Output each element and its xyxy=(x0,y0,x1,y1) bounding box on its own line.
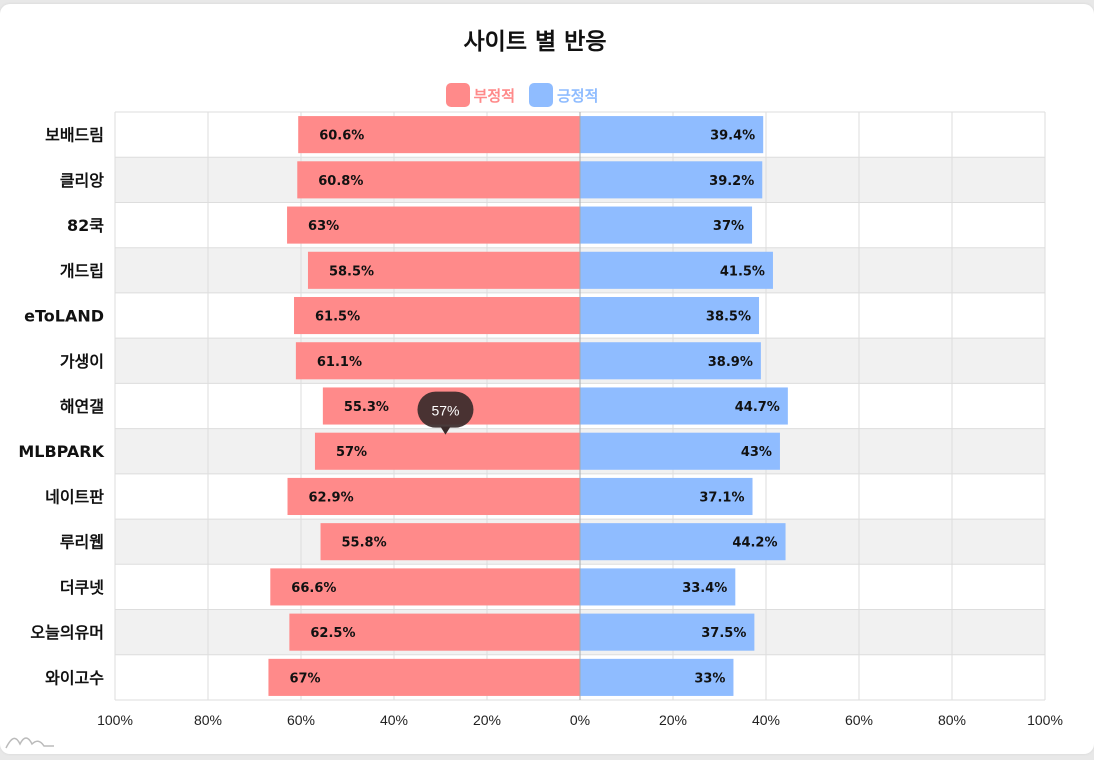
category-label: eToLAND xyxy=(24,307,104,326)
data-label-negative: 55.8% xyxy=(342,536,387,551)
bar-negative xyxy=(268,658,580,696)
tooltip-box xyxy=(417,391,474,428)
legend-label-positive: 긍정적 xyxy=(557,86,599,105)
data-label-negative: 61.5% xyxy=(315,310,360,325)
data-label-positive: 38.9% xyxy=(708,355,753,370)
data-label-negative: 62.9% xyxy=(309,490,354,505)
bar-positive xyxy=(580,477,753,516)
category-label: 82쿡 xyxy=(67,216,104,235)
chart-logo-icon xyxy=(5,737,54,749)
data-label-positive: 33% xyxy=(694,671,725,686)
legend-item-negative[interactable]: 부정적 xyxy=(445,83,515,107)
data-label-positive: 39.4% xyxy=(710,129,755,144)
chart-title: 사이트 별 반응 xyxy=(463,29,607,55)
bar-positive xyxy=(580,251,773,289)
data-label-positive: 37% xyxy=(713,219,744,234)
category-label: 루리웹 xyxy=(60,533,104,552)
x-tick-label: 80% xyxy=(938,712,966,728)
category-label: 오늘의유머 xyxy=(30,623,104,642)
tooltip-pointer xyxy=(440,426,451,435)
category-label: 네이트판 xyxy=(45,487,104,506)
x-tick-label: 20% xyxy=(659,712,687,728)
bar-positive xyxy=(580,387,788,425)
bar-positive xyxy=(580,658,734,696)
legend-swatch-negative xyxy=(445,83,470,107)
bar-negative xyxy=(320,523,580,561)
data-label-negative: 55.3% xyxy=(344,400,389,415)
data-label-negative: 58.5% xyxy=(329,264,374,279)
legend-swatch-positive xyxy=(529,83,553,107)
bar-negative xyxy=(297,161,580,199)
bar-positive xyxy=(580,568,736,606)
data-label-positive: 43% xyxy=(741,445,772,460)
data-label-positive: 44.2% xyxy=(732,536,777,551)
data-label-positive: 38.5% xyxy=(706,310,751,325)
x-tick-label: 20% xyxy=(473,712,501,728)
bar-positive xyxy=(580,432,780,470)
bar-positive xyxy=(580,342,761,380)
data-label-positive: 39.2% xyxy=(709,174,754,189)
data-label-negative: 61.1% xyxy=(317,355,362,370)
tooltip-text: 57% xyxy=(431,403,459,419)
bar-positive xyxy=(580,296,760,335)
bar-negative xyxy=(307,251,580,289)
x-tick-label: 60% xyxy=(287,712,315,728)
category-label: 클리앙 xyxy=(60,171,104,190)
legend: 부정적 긍정적 xyxy=(0,83,1044,107)
data-label-positive: 33.4% xyxy=(682,581,727,596)
x-tick-label: 100% xyxy=(97,712,133,728)
bar-negative xyxy=(294,296,580,335)
category-label: 가생이 xyxy=(60,352,104,371)
bar-positive xyxy=(580,161,763,199)
category-label: 개드립 xyxy=(60,261,104,280)
x-tick-label: 60% xyxy=(845,712,873,728)
bar-negative xyxy=(314,432,580,470)
data-label-negative: 60.8% xyxy=(318,174,363,189)
x-tick-label: 80% xyxy=(194,712,222,728)
legend-item-positive[interactable]: 긍정적 xyxy=(529,83,598,107)
data-label-positive: 37.5% xyxy=(701,626,746,641)
bar-positive xyxy=(580,206,753,244)
data-label-positive: 44.7% xyxy=(735,400,780,415)
x-tick-label: 0% xyxy=(570,712,590,728)
data-label-positive: 37.1% xyxy=(699,490,744,505)
data-label-negative: 63% xyxy=(308,219,339,234)
category-label: 보배드림 xyxy=(45,126,104,145)
category-label: 해연갤 xyxy=(60,397,104,416)
x-tick-label: 100% xyxy=(1027,712,1063,728)
x-tick-label: 40% xyxy=(380,712,408,728)
data-label-negative: 57% xyxy=(336,445,367,460)
category-label: 와이고수 xyxy=(45,668,104,687)
bar-positive xyxy=(580,116,764,154)
data-label-negative: 66.6% xyxy=(291,581,336,596)
data-label-positive: 41.5% xyxy=(720,264,765,279)
bar-negative xyxy=(287,477,580,516)
bar-negative xyxy=(289,613,580,651)
data-label-negative: 67% xyxy=(289,671,320,686)
bar-negative xyxy=(287,206,580,244)
bar-positive xyxy=(580,523,786,561)
data-label-negative: 62.5% xyxy=(310,626,355,641)
x-tick-label: 40% xyxy=(752,712,780,728)
category-label: MLBPARK xyxy=(18,442,104,461)
bar-negative xyxy=(298,116,580,154)
bar-positive xyxy=(580,613,755,651)
bar-negative xyxy=(295,342,580,380)
category-label: 더쿠넷 xyxy=(60,578,104,597)
legend-label-negative: 부정적 xyxy=(473,86,515,105)
data-label-negative: 60.6% xyxy=(319,129,364,144)
bar-negative xyxy=(270,568,580,606)
